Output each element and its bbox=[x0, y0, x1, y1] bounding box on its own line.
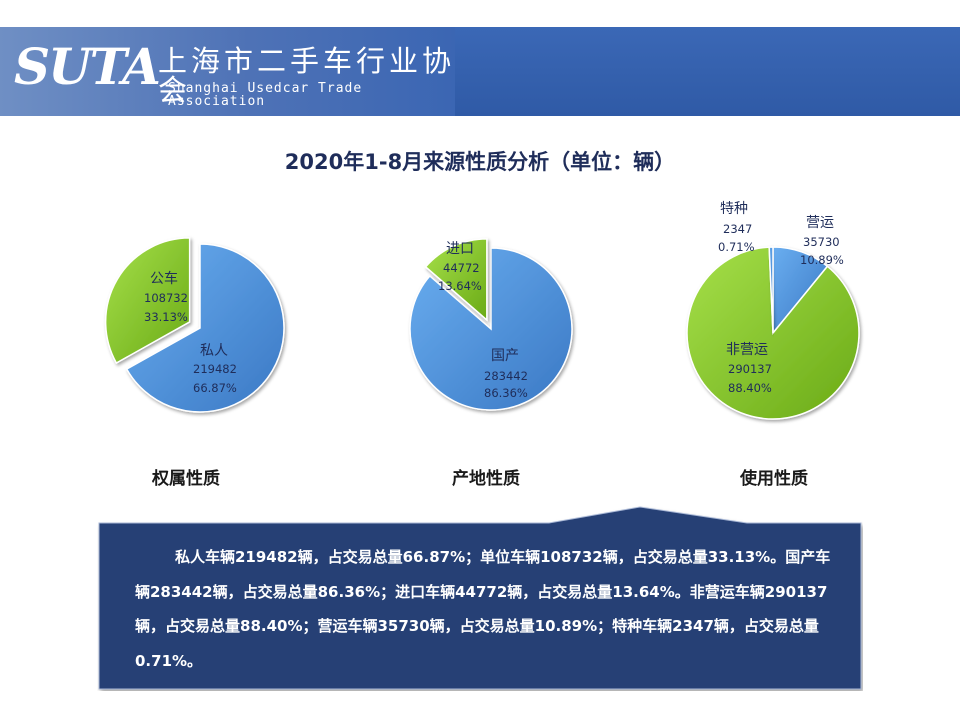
pie-slice-0-0 bbox=[125, 243, 285, 413]
slice-percent-2-2: 0.71% bbox=[718, 240, 755, 254]
caption-usage: 使用性质 bbox=[740, 469, 808, 489]
slice-percent-0-0: 66.87% bbox=[193, 381, 237, 395]
slice-value-2-1: 290137 bbox=[728, 362, 772, 376]
slice-value-2-0: 35730 bbox=[803, 235, 840, 249]
slice-percent-2-0: 10.89% bbox=[800, 253, 844, 267]
header-banner: SUTA 上海市二手车行业协会 Shanghai Usedcar Trade A… bbox=[0, 27, 960, 116]
caption-ownership: 权属性质 bbox=[152, 469, 220, 489]
pie-slice-1-0 bbox=[409, 247, 573, 411]
slice-label-0-0: 私人 bbox=[200, 343, 228, 359]
slice-label-2-1: 非营运 bbox=[726, 342, 768, 358]
org-name-cn: 上海市二手车行业协会 bbox=[158, 44, 456, 107]
slice-label-0-1: 公车 bbox=[150, 270, 178, 287]
slice-percent-0-1: 33.13% bbox=[144, 310, 188, 324]
slice-value-1-1: 44772 bbox=[443, 261, 480, 275]
caption-origin: 产地性质 bbox=[452, 469, 520, 489]
slice-percent-1-1: 13.64% bbox=[438, 279, 482, 293]
slice-label-2-0: 营运 bbox=[806, 215, 834, 231]
slice-label-2-2: 特种 bbox=[720, 201, 748, 217]
pie-slice-1-1 bbox=[424, 238, 488, 322]
summary-box bbox=[98, 506, 862, 690]
logo-text: SUTA bbox=[14, 37, 161, 96]
org-name-en: Shanghai Usedcar Trade Association bbox=[168, 81, 363, 109]
pie-slice-2-2 bbox=[768, 246, 774, 334]
slice-value-1-0: 283442 bbox=[484, 369, 528, 383]
slice-label-1-0: 国产 bbox=[491, 348, 519, 364]
slice-value-0-1: 108732 bbox=[144, 291, 188, 305]
slice-percent-2-1: 88.40% bbox=[728, 381, 772, 395]
summary-text: 私人车辆219482辆，占交易总量66.87%；单位车辆108732辆，占交易总… bbox=[135, 548, 831, 670]
slice-percent-1-0: 86.36% bbox=[484, 386, 528, 400]
slice-label-1-1: 进口 bbox=[446, 241, 474, 257]
pie-slice-0-1 bbox=[104, 237, 191, 365]
page-title: 2020年1-8月来源性质分析（单位：辆） bbox=[284, 150, 676, 174]
logo: SUTA 上海市二手车行业协会 Shanghai Usedcar Trade A… bbox=[0, 27, 455, 116]
slice-value-2-2: 2347 bbox=[723, 222, 752, 236]
slice-value-0-0: 219482 bbox=[193, 362, 237, 376]
